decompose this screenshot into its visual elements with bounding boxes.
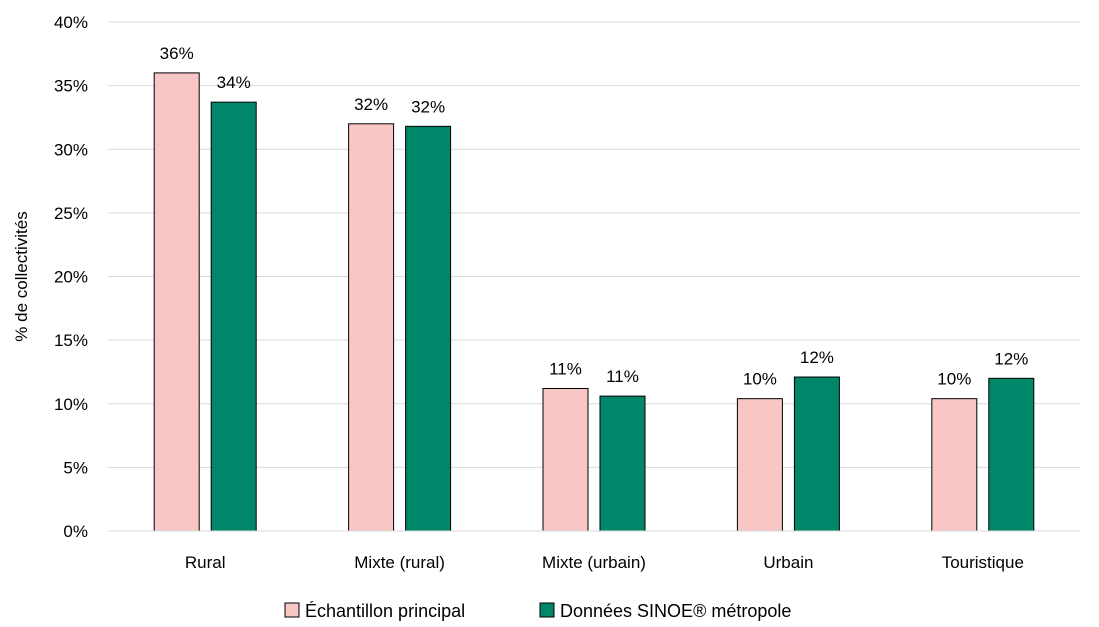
data-label: 11% bbox=[606, 367, 639, 386]
legend-label: Échantillon principal bbox=[305, 601, 465, 621]
y-axis-title: % de collectivités bbox=[12, 211, 31, 341]
data-label: 36% bbox=[160, 44, 194, 63]
y-tick-label: 20% bbox=[54, 268, 88, 287]
x-axis-ticks: Rural Mixte (rural) Mixte (urbain) Urbain To… bbox=[185, 553, 1024, 572]
bars bbox=[153, 72, 1035, 532]
x-tick-label: Mixte (rural) bbox=[354, 553, 445, 572]
legend-swatch bbox=[539, 602, 555, 618]
data-labels: 36% 34% 32% 32% 11% 11% 10% 12% 10% 12% bbox=[160, 44, 1029, 389]
data-label: 32% bbox=[411, 97, 445, 116]
bar-echantillon bbox=[542, 387, 589, 532]
bar-sinoe bbox=[793, 376, 840, 532]
data-label: 34% bbox=[217, 73, 251, 92]
y-tick-label: 10% bbox=[54, 395, 88, 414]
y-axis-ticks: 0% 5% 10% 15% 20% 25% 30% 35% 40% bbox=[54, 13, 88, 541]
x-tick-label: Rural bbox=[185, 553, 226, 572]
x-tick-label: Mixte (urbain) bbox=[542, 553, 646, 572]
bar-sinoe bbox=[405, 125, 452, 532]
bar-echantillon bbox=[348, 123, 395, 532]
y-tick-label: 40% bbox=[54, 13, 88, 32]
bar-echantillon bbox=[931, 398, 978, 532]
bar-echantillon bbox=[736, 398, 783, 532]
data-label: 11% bbox=[549, 359, 582, 378]
x-tick-label: Urbain bbox=[763, 553, 813, 572]
data-label: 10% bbox=[743, 370, 777, 389]
bar-sinoe bbox=[599, 395, 646, 532]
y-tick-label: 0% bbox=[63, 522, 88, 541]
y-tick-label: 15% bbox=[54, 331, 88, 350]
x-tick-label: Touristique bbox=[942, 553, 1024, 572]
bar-sinoe bbox=[988, 377, 1035, 532]
y-tick-label: 25% bbox=[54, 204, 88, 223]
data-label: 12% bbox=[800, 348, 834, 367]
gridlines bbox=[108, 21, 1080, 468]
y-tick-label: 5% bbox=[63, 458, 88, 477]
bar-echantillon bbox=[153, 72, 200, 532]
data-label: 32% bbox=[354, 95, 388, 114]
y-tick-label: 30% bbox=[54, 140, 88, 159]
legend-swatch bbox=[284, 602, 300, 618]
data-label: 12% bbox=[994, 349, 1028, 368]
data-label: 10% bbox=[937, 370, 971, 389]
legend-label: Données SINOE® métropole bbox=[560, 601, 791, 621]
y-tick-label: 35% bbox=[54, 77, 88, 96]
legend: Échantillon principal Données SINOE® métr… bbox=[284, 601, 791, 621]
bar-sinoe bbox=[210, 101, 257, 532]
